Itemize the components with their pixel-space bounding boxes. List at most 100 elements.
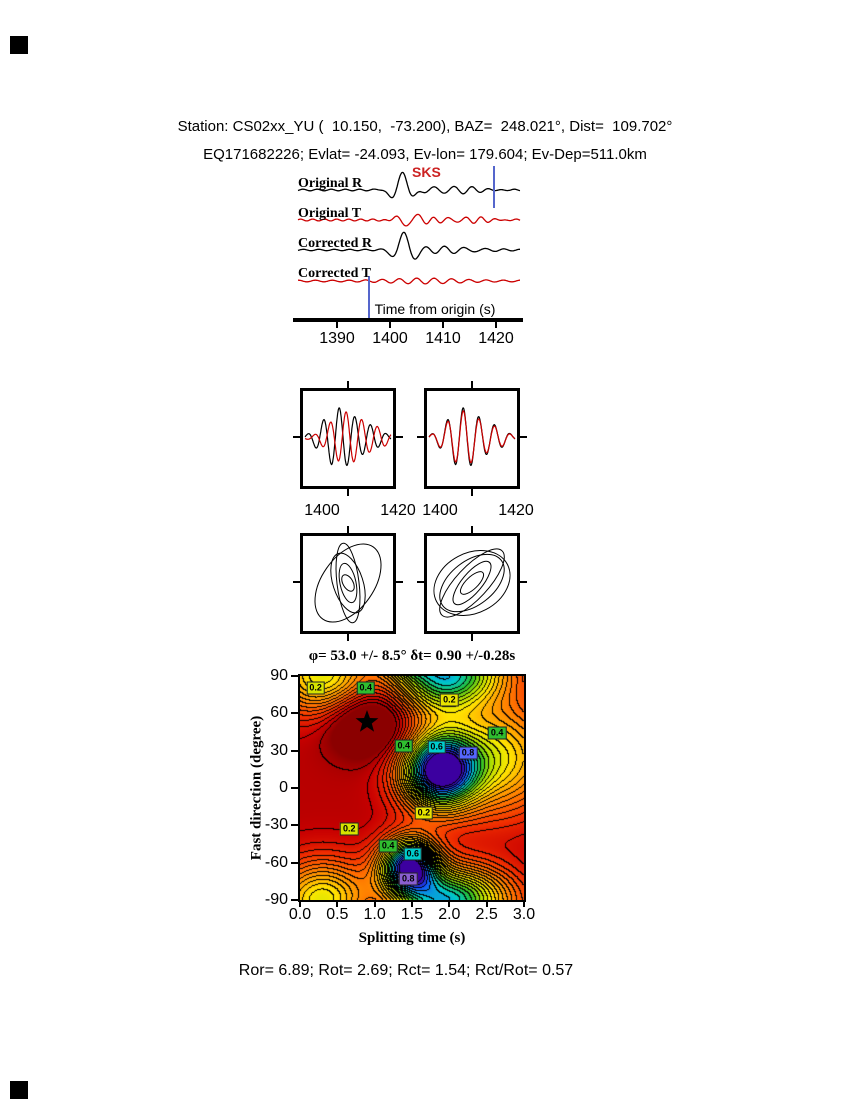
time-axis-ticklabel-1400: 1400 — [372, 330, 408, 347]
dt-tick-1.5 — [411, 900, 413, 907]
registration-mark-top — [10, 36, 28, 54]
pm-corrected-loop-0 — [439, 548, 505, 618]
phi-ticklabel--30: -30 — [264, 816, 288, 834]
dt-tick-1.0 — [373, 900, 376, 907]
box-tick-right-1 — [520, 436, 527, 438]
particle-motion-original — [314, 542, 382, 624]
time-axis-tick-1420 — [495, 322, 497, 328]
phi-ticklabel-0: 0 — [279, 779, 288, 796]
windowed-waveform-panel-corrected — [424, 388, 520, 489]
best-fit-star — [355, 710, 379, 732]
box-tick-bottom-0 — [347, 489, 349, 496]
windowed-r-corrected — [428, 407, 516, 467]
windowed-waveforms-corrected — [428, 407, 516, 467]
trace-label-corrected-t: Corrected T — [298, 266, 371, 281]
dt-tick-2.0 — [448, 900, 451, 907]
waveform-traces — [297, 171, 521, 285]
time-axis-tick-1400 — [389, 322, 391, 328]
dt-ticklabel-3.0: 3.0 — [512, 906, 536, 923]
box-tick-bottom-3 — [471, 634, 473, 641]
quality-metrics-text: Ror= 6.89; Rot= 2.69; Rct= 1.54; Rct/Rot… — [238, 962, 574, 979]
trace-label-corrected-r: Corrected R — [298, 236, 372, 251]
contour-level-label-1: 0.4 — [356, 681, 375, 695]
box-tick-top-1 — [471, 381, 473, 388]
splitting-time-axis-label: Splitting time (s) — [358, 930, 466, 946]
windowed-t-corrected — [428, 410, 516, 464]
contour-level-label-10: 0.6 — [403, 847, 422, 861]
window-ticklabel-0: 1400 — [304, 502, 340, 519]
star-icon — [355, 710, 379, 732]
station-info-header: Station: CS02xx_YU ( 10.150, -73.200), B… — [177, 118, 673, 135]
phi-ticklabel-90: 90 — [270, 667, 288, 684]
pm-original-loop-3 — [338, 562, 358, 604]
dt-ticklabel-1.0: 1.0 — [363, 906, 386, 923]
pm-corrected-loop-2 — [452, 560, 492, 606]
dt-tick-0.5 — [336, 900, 339, 907]
phi-ticklabel-60: 60 — [270, 704, 288, 722]
dt-ticklabel-0.0: 0.0 — [288, 906, 312, 923]
trace-label-original-t: Original T — [298, 206, 362, 221]
box-tick-left-3 — [417, 581, 424, 583]
pm-corrected-loop-3 — [459, 571, 485, 595]
dt-ticklabel-2.5: 2.5 — [475, 906, 498, 923]
pm-corrected-loop-1 — [439, 553, 505, 613]
contour-level-label-11: 0.8 — [399, 872, 418, 886]
contour-level-label-3: 0.4 — [487, 726, 507, 740]
time-axis-ticklabel-1390: 1390 — [319, 330, 355, 347]
contour-level-label-6: 0.8 — [458, 746, 478, 760]
phase-label: SKS — [412, 164, 441, 180]
box-tick-top-2 — [347, 526, 349, 533]
contour-level-label-4: 0.4 — [394, 739, 414, 753]
windowed-waveform-panel-original — [300, 388, 396, 489]
pm-original-loop-2 — [330, 552, 366, 614]
window-ticklabel-3: 1420 — [498, 502, 534, 519]
phi-ticklabel--90: -90 — [264, 891, 288, 908]
phi-tick-90 — [291, 675, 299, 677]
dt-tick-0.0 — [299, 900, 301, 907]
pm-original-loop-0 — [314, 543, 382, 623]
dt-tick-3.0 — [523, 900, 525, 907]
phi-tick-0 — [291, 787, 299, 789]
registration-mark-bottom — [10, 1081, 28, 1099]
time-axis-label: Time from origin (s) — [374, 301, 496, 317]
trace-path-2 — [297, 231, 520, 260]
windowed-waveforms-original — [304, 407, 392, 467]
particle-motion-panel-corrected — [424, 533, 520, 634]
box-tick-bottom-1 — [471, 489, 473, 496]
misfit-contour-frame — [298, 674, 526, 902]
time-axis-tick-1410 — [442, 322, 444, 328]
time-axis-ticklabel-1410: 1410 — [425, 330, 461, 347]
dt-ticklabel-2.0: 2.0 — [438, 906, 461, 923]
trace-path-1 — [297, 213, 521, 227]
time-axis-line — [293, 318, 523, 322]
box-tick-left-1 — [417, 436, 424, 438]
trace-label-original-r: Original R — [298, 176, 363, 191]
phi-tick--90 — [291, 899, 299, 901]
phi-tick--60 — [291, 861, 299, 864]
box-tick-right-3 — [520, 581, 527, 583]
pm-corrected-loop-4 — [433, 550, 511, 616]
trace-path-3 — [298, 277, 520, 285]
pm-original-loop-4 — [341, 574, 355, 592]
particle-motion-panel-original — [300, 533, 396, 634]
box-tick-right-2 — [396, 581, 403, 583]
box-tick-top-0 — [347, 381, 349, 388]
trace-path-0 — [297, 171, 521, 199]
event-info-header: EQ171682226; Evlat= -24.093, Ev-lon= 179… — [203, 146, 647, 163]
contour-level-label-7: 0.2 — [414, 806, 434, 820]
dt-ticklabel-1.5: 1.5 — [400, 906, 424, 923]
window-ticklabel-1: 1420 — [380, 502, 416, 519]
window-marker-start — [368, 276, 370, 320]
contour-level-label-9: 0.4 — [378, 839, 398, 853]
box-tick-right-0 — [396, 436, 403, 438]
best-fit-title: φ= 53.0 +/- 8.5° δt= 0.90 +/-0.28s — [308, 648, 516, 664]
pm-original-loop-1 — [335, 542, 361, 624]
box-tick-left-0 — [293, 436, 300, 438]
phi-tick--30 — [291, 824, 299, 827]
window-ticklabel-2: 1400 — [422, 502, 458, 519]
contour-level-label-8: 0.2 — [340, 822, 359, 836]
contour-level-label-2: 0.2 — [440, 693, 459, 707]
box-tick-bottom-2 — [347, 634, 349, 641]
misfit-contour-canvas — [300, 676, 524, 900]
